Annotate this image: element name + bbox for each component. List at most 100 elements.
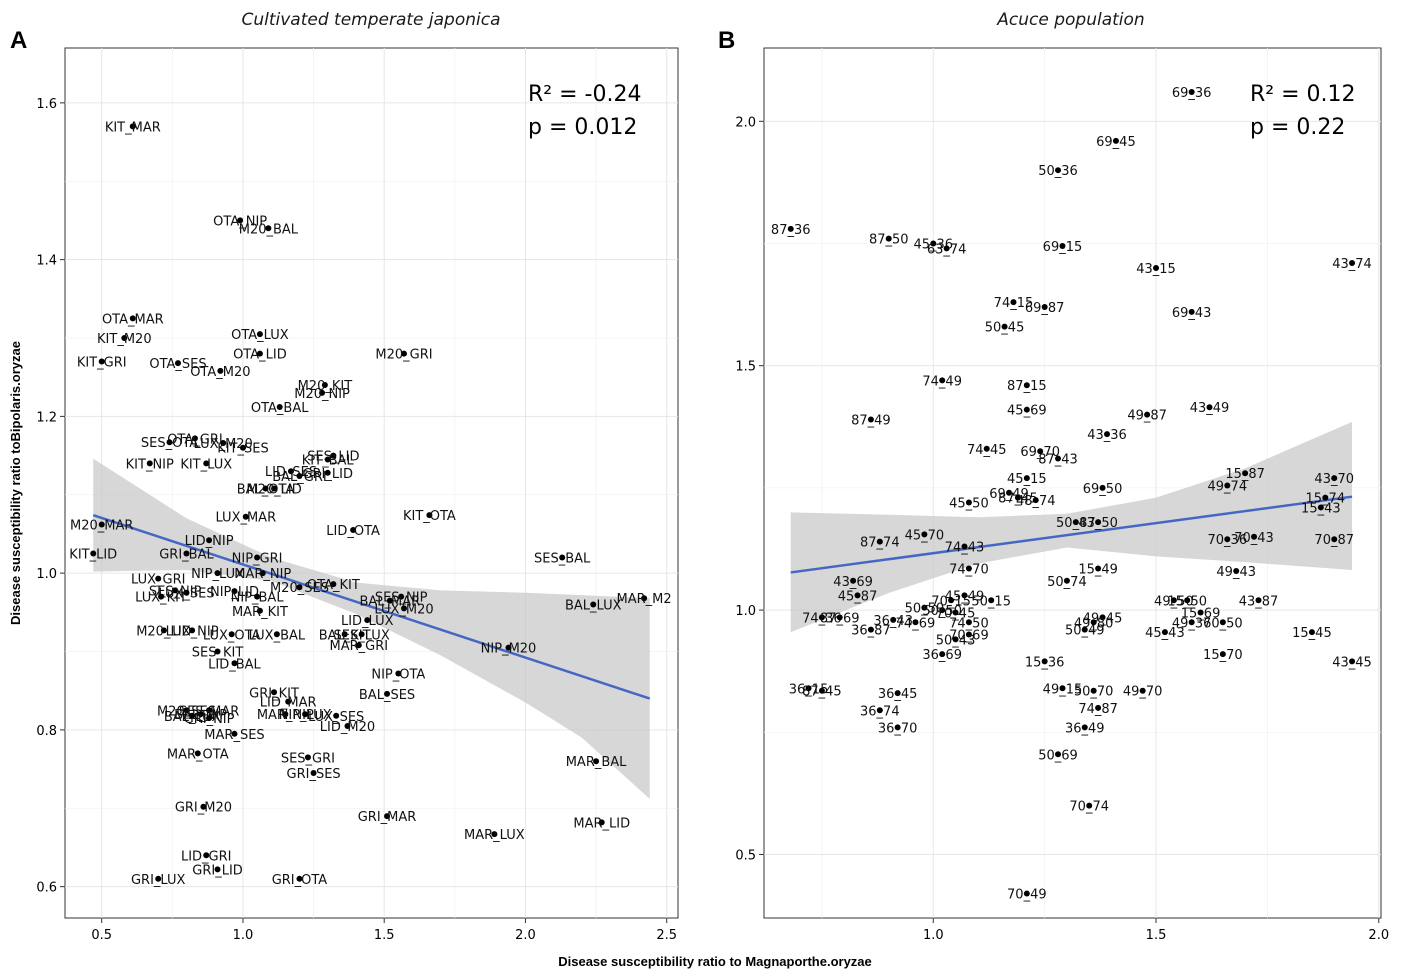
point-label: OTA_MAR — [102, 312, 164, 327]
point-label: 49_36 — [1172, 616, 1212, 631]
point-label: 49_70 — [1123, 685, 1163, 700]
point-marker — [239, 444, 246, 451]
scatter-point: NIP_BAL — [231, 591, 285, 606]
point-label: 50_49 — [1065, 624, 1105, 639]
scatter-point: GRI_LUX — [131, 873, 186, 888]
scatter-point: 43_74 — [1332, 257, 1372, 272]
point-marker — [1095, 704, 1102, 711]
point-marker — [231, 660, 238, 667]
scatter-point: SES_GRI — [281, 751, 335, 766]
point-marker — [1317, 504, 1324, 511]
point-marker — [1041, 304, 1048, 311]
point-marker — [1206, 404, 1213, 411]
point-label: MAR_KIT — [232, 605, 288, 620]
point-label: 36_87 — [851, 624, 891, 639]
point-marker — [129, 315, 136, 322]
point-marker — [341, 631, 348, 638]
point-marker — [254, 554, 261, 561]
point-marker — [943, 245, 950, 252]
point-label: 50_50 — [905, 602, 945, 617]
point-marker — [254, 593, 261, 600]
point-marker — [876, 707, 883, 714]
point-marker — [183, 707, 190, 714]
scatter-point: 49_87 — [1127, 409, 1167, 424]
point-marker — [319, 389, 326, 396]
point-label: KIT_LID — [69, 548, 117, 563]
scatter-point: KIT_MAR — [105, 120, 161, 135]
scatter-point: NIP_GRI — [232, 551, 283, 566]
scatter-point: M20_GRI — [375, 348, 432, 363]
point-label: MAR_GRI — [329, 639, 388, 654]
point-label: BAL_OTA — [237, 482, 295, 497]
scatter-point: LUX_SES — [158, 587, 214, 602]
scatter-point: KIT_LID — [69, 548, 117, 563]
point-marker — [214, 866, 221, 873]
point-label: 87_45 — [802, 685, 842, 700]
point-label: SES_LID — [307, 450, 359, 465]
point-label: GRI_SES — [287, 767, 341, 782]
panel-a-title: Cultivated temperate japonica — [241, 10, 500, 30]
scatter-point: NIP_OTA — [371, 667, 425, 682]
scatter-point: LUX_OTA — [203, 628, 261, 643]
scatter-point: 74_49 — [922, 374, 962, 389]
point-marker — [1139, 687, 1146, 694]
point-marker — [867, 626, 874, 633]
point-marker — [1112, 137, 1119, 144]
scatter-point: 49_15 — [1043, 682, 1083, 697]
point-label: 74_50 — [949, 616, 989, 631]
scatter-point: BAL_OTA — [237, 482, 295, 497]
point-label: 15_87 — [1225, 467, 1265, 482]
scatter-point: 43_49 — [1190, 401, 1230, 416]
point-label: 74_49 — [922, 374, 962, 389]
point-label: M20_LID — [136, 624, 191, 639]
point-marker — [1170, 597, 1177, 604]
scatter-point: LUX_MAR — [215, 511, 276, 526]
point-marker — [1308, 629, 1315, 636]
scatter-point: 87_69 — [820, 611, 860, 626]
scatter-point: 50_87 — [1056, 516, 1096, 531]
scatter-point: 36_49 — [1065, 721, 1105, 736]
scatter-point: GRI_LID — [192, 863, 243, 878]
point-marker — [1349, 658, 1356, 665]
scatter-point: M20_MAR — [70, 519, 133, 534]
point-label: 63_74 — [927, 242, 967, 257]
point-label: 74_69 — [896, 616, 936, 631]
point-marker — [121, 335, 128, 341]
point-marker — [988, 597, 995, 604]
point-marker — [939, 607, 946, 614]
point-marker — [965, 619, 972, 626]
point-label: KIT_LUX — [180, 457, 232, 472]
point-label: OTA_BAL — [251, 401, 309, 416]
point-marker — [1090, 687, 1097, 694]
x-tick-label: 1.0 — [923, 928, 944, 943]
point-marker — [939, 651, 946, 658]
point-marker — [262, 485, 269, 492]
point-marker — [598, 819, 605, 826]
scatter-point: 15_49 — [1078, 563, 1118, 578]
scatter-point: 87_45 — [998, 492, 1038, 507]
scatter-point: 43_70 — [1314, 472, 1354, 487]
scatter-point: 70_69 — [949, 629, 989, 644]
scatter-point: 87_49 — [851, 413, 891, 428]
scatter-point: 87_74 — [860, 536, 900, 551]
point-marker — [214, 648, 221, 655]
point-label: 15_36 — [1025, 655, 1065, 670]
point-label: NIP_OTA — [371, 667, 425, 682]
point-label: LID_BAL — [208, 657, 261, 672]
point-label: OTA_NIP — [213, 214, 267, 229]
point-marker — [965, 631, 972, 638]
panel-b-pvalue: p = 0.22 — [1250, 115, 1345, 140]
point-marker — [952, 609, 959, 616]
point-marker — [310, 770, 317, 776]
scatter-point: LUX_M20 — [374, 602, 433, 617]
scatter-point: 49_36 — [1172, 616, 1212, 631]
point-label: 74_87 — [1078, 702, 1118, 717]
point-label: 87_49 — [851, 413, 891, 428]
scatter-point: 43_15 — [1136, 262, 1176, 277]
scatter-point: 43_36 — [1087, 428, 1127, 443]
point-marker — [1219, 619, 1226, 626]
x-tick-label: 1.5 — [1146, 928, 1167, 943]
point-label: LID_GRI — [181, 849, 232, 864]
point-label: 74_15 — [994, 296, 1034, 311]
y-tick-label: 0.6 — [36, 881, 57, 896]
